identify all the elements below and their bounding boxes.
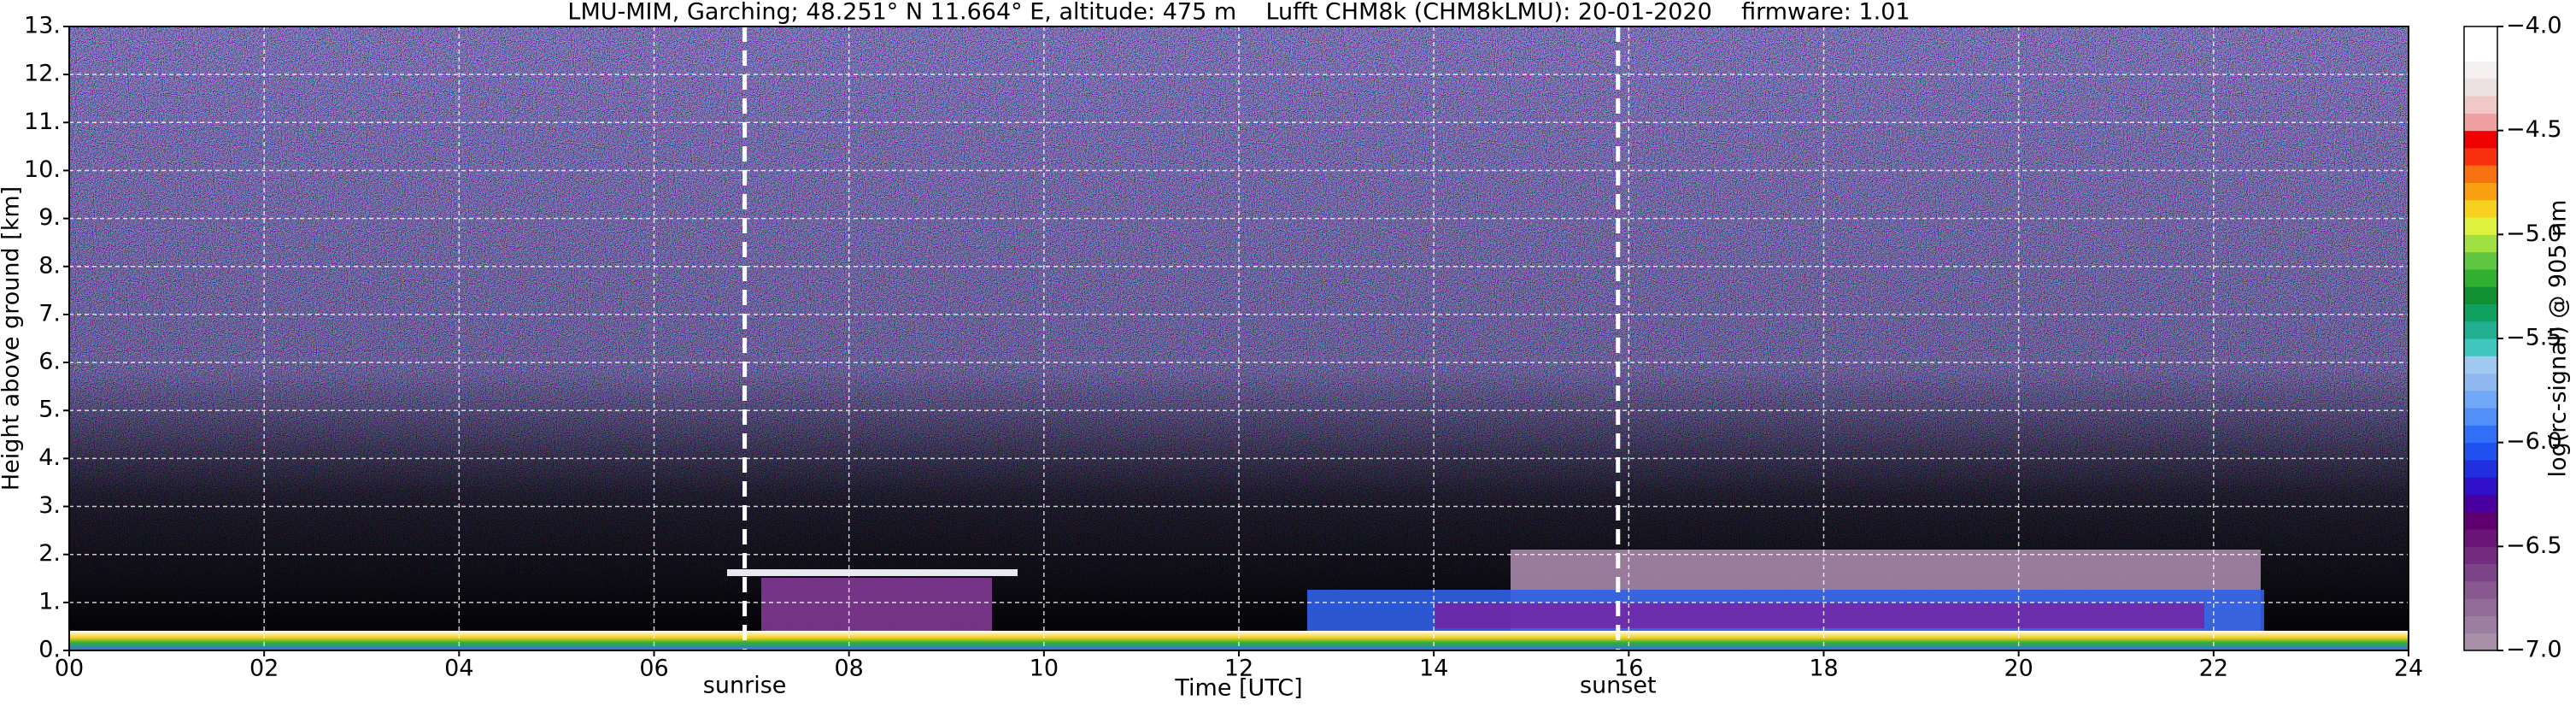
colorbar-segment bbox=[2464, 632, 2497, 651]
colorbar-segment bbox=[2464, 303, 2497, 322]
ground-layer bbox=[69, 631, 2409, 650]
colorbar-tick-label: −4.5 bbox=[2506, 116, 2562, 143]
colorbar: −7.0 −6.5 −6.0 −5.5 −5.0 −4.5 −4.0 bbox=[2463, 13, 2562, 663]
y-tick-label: 6. bbox=[38, 349, 61, 375]
colorbar-segment bbox=[2464, 563, 2497, 582]
x-tick-label: 00 bbox=[55, 656, 84, 682]
colorbar-segment bbox=[2464, 217, 2497, 235]
x-tick-label: 14 bbox=[1419, 656, 1448, 682]
plot-frame bbox=[68, 26, 2409, 651]
boundary-layer-core bbox=[1435, 603, 2204, 628]
colorbar-segment bbox=[2464, 165, 2497, 183]
y-tick-label: 0. bbox=[38, 637, 61, 663]
y-axis-label: Height above ground [km] bbox=[0, 186, 25, 491]
colorbar-segment bbox=[2464, 390, 2497, 409]
y-tick-label: 8. bbox=[38, 252, 61, 279]
colorbar-tick-label: −6.5 bbox=[2506, 532, 2562, 559]
colorbar-segment bbox=[2464, 615, 2497, 634]
colorbar-segment bbox=[2464, 251, 2497, 270]
colorbar-segment bbox=[2464, 580, 2497, 599]
colorbar-segment bbox=[2464, 494, 2497, 513]
colorbar-segment bbox=[2464, 529, 2497, 547]
x-tick-label: 24 bbox=[2394, 656, 2423, 682]
colorbar-segment bbox=[2464, 286, 2497, 304]
colorbar-tick-label: −5.5 bbox=[2506, 325, 2562, 351]
colorbar-segment bbox=[2464, 425, 2497, 444]
y-tick-label: 11. bbox=[24, 109, 61, 135]
colorbar-tick-label: −4.0 bbox=[2506, 13, 2562, 39]
colorbar-segment bbox=[2464, 442, 2497, 461]
x-tick-label: 16 bbox=[1614, 656, 1643, 682]
colorbar-segment bbox=[2464, 338, 2497, 356]
x-tick-label: 22 bbox=[2199, 656, 2228, 682]
y-tick-label: 3. bbox=[38, 492, 61, 519]
annotation-label: sunrise bbox=[703, 673, 787, 699]
colorbar-segment bbox=[2464, 268, 2497, 287]
colorbar-segment bbox=[2464, 477, 2497, 495]
annotation-label: sunset bbox=[1580, 673, 1657, 699]
x-tick-label: 20 bbox=[2004, 656, 2033, 682]
colorbar-segment bbox=[2464, 130, 2497, 149]
y-tick-label: 12. bbox=[24, 61, 61, 87]
x-tick-label: 04 bbox=[444, 656, 473, 682]
colorbar-label: log(rc-signal) @ 905 nm bbox=[2545, 200, 2572, 478]
colorbar-segment bbox=[2464, 96, 2497, 114]
y-tick-label: 7. bbox=[38, 300, 61, 327]
colorbar-segment bbox=[2464, 373, 2497, 391]
colorbar-segment bbox=[2464, 511, 2497, 530]
y-tick-label: 10. bbox=[24, 156, 61, 183]
colorbar-segment bbox=[2464, 199, 2497, 218]
y-tick-label: 2. bbox=[38, 540, 61, 567]
y-tick-label: 4. bbox=[38, 444, 61, 471]
colorbar-segment bbox=[2464, 26, 2497, 44]
x-tick-label: 12 bbox=[1224, 656, 1253, 682]
y-tick-label: 13. bbox=[24, 13, 61, 39]
colorbar-segment bbox=[2464, 61, 2497, 79]
colorbar-segment bbox=[2464, 182, 2497, 201]
colorbar-segment bbox=[2464, 234, 2497, 253]
colorbar-tick-label: −5.0 bbox=[2506, 221, 2562, 247]
y-tick-label: 1. bbox=[38, 588, 61, 615]
cloud-top bbox=[727, 569, 1018, 576]
colorbar-segment bbox=[2464, 459, 2497, 478]
y-tick-label: 5. bbox=[38, 397, 61, 423]
x-tick-label: 10 bbox=[1030, 656, 1059, 682]
x-tick-label: 18 bbox=[1809, 656, 1838, 682]
colorbar-tick-label: −6.0 bbox=[2506, 428, 2562, 455]
colorbar-segment bbox=[2464, 598, 2497, 616]
colorbar-segment bbox=[2464, 78, 2497, 97]
x-tick-label: 02 bbox=[249, 656, 279, 682]
y-tick-label: 9. bbox=[38, 204, 61, 231]
colorbar-segment bbox=[2464, 408, 2497, 426]
colorbar-segment bbox=[2464, 44, 2497, 62]
colorbar-segment bbox=[2464, 147, 2497, 166]
x-axis-label: Time [UTC] bbox=[1174, 675, 1302, 702]
colorbar-segment bbox=[2464, 356, 2497, 374]
chart-title: LMU-MIM, Garching; 48.251° N 11.664° E, … bbox=[567, 0, 1910, 26]
colorbar-segment bbox=[2464, 321, 2497, 339]
colorbar-segment bbox=[2464, 113, 2497, 132]
x-tick-label: 06 bbox=[639, 656, 668, 682]
cloud-layer bbox=[761, 578, 992, 639]
x-tick-label: 08 bbox=[834, 656, 863, 682]
colorbar-tick-label: −7.0 bbox=[2506, 637, 2562, 663]
colorbar-segment bbox=[2464, 546, 2497, 565]
